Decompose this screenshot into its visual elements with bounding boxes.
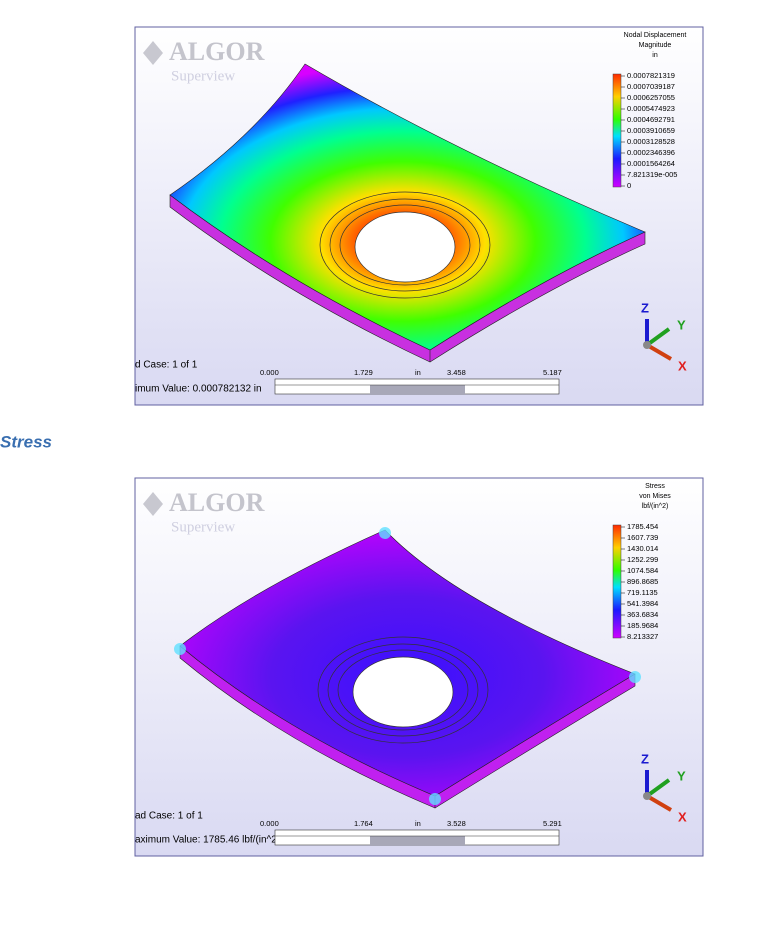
axis-label: Y (677, 317, 686, 332)
logo-name: ALGOR (169, 37, 265, 66)
legend-title: lbf/(in^2) (642, 503, 669, 510)
legend-label: 185.9684 (627, 621, 658, 630)
scale-label: 1.764 (354, 819, 373, 828)
legend-label: 1430.014 (627, 544, 658, 553)
legend-title: von Mises (639, 493, 671, 500)
legend-label: 0.0007039187 (627, 82, 675, 91)
max-value: aximum Value: 1785.46 lbf/(in^2) (135, 835, 280, 846)
legend-label: 0.0003128528 (627, 137, 675, 146)
scale-label: 0.000 (260, 819, 279, 828)
legend-label: 0.0002346396 (627, 148, 675, 157)
stress-hotspot (629, 671, 641, 683)
hole (352, 656, 454, 728)
axis-label: Z (641, 300, 649, 315)
legend-label: 896.8685 (627, 577, 658, 586)
legend-title: Stress (645, 483, 665, 490)
axis-label: X (678, 809, 687, 824)
ring-edge (319, 191, 491, 299)
result-image: ALGOR Superview Nodal Displacement Magnitud… (134, 26, 704, 406)
legend-label: 0.0005474923 (627, 104, 675, 113)
ring-edge (339, 204, 471, 286)
max-value: imum Value: 0.000782132 in (135, 384, 262, 395)
legend-label: 0.0006257055 (627, 93, 675, 102)
stress-hotspot (429, 793, 441, 805)
section-heading: Stress (0, 432, 52, 451)
axis-y (645, 778, 671, 798)
axis-origin (643, 341, 651, 349)
logo-icon (143, 41, 163, 65)
scale-label: 3.528 (447, 819, 466, 828)
logo-product: Superview (171, 519, 235, 535)
legend-label: 0.0003910659 (627, 126, 675, 135)
legend-colorbar (612, 73, 622, 188)
logo-icon (143, 492, 163, 516)
result-image: ALGOR Superview Stress von Mises lbf/(in^2) 1… (134, 477, 704, 857)
scale-bar-segment (370, 385, 465, 394)
logo-product: Superview (171, 68, 235, 84)
legend-label: 8.213327 (627, 632, 658, 641)
ring-edge (337, 649, 469, 731)
axis-label: X (678, 358, 687, 373)
scale-label: 5.187 (543, 368, 562, 377)
legend-label: 541.3984 (627, 599, 658, 608)
stress-hotspot (379, 527, 391, 539)
legend-label: 0.0004692791 (627, 115, 675, 124)
legend-label: 1785.454 (627, 522, 658, 531)
logo-name: ALGOR (169, 488, 265, 517)
legend-title: Nodal Displacement (624, 32, 687, 39)
plate-top (169, 63, 646, 351)
legend-label: 0 (627, 181, 631, 190)
load-case: ad Case: 1 of 1 (135, 811, 203, 822)
legend-label: 719.1135 (627, 588, 658, 597)
scale-label: in (415, 368, 421, 377)
legend-label: 0.0007821319 (627, 71, 675, 80)
axis-y (645, 327, 671, 347)
axis-x (645, 794, 673, 812)
legend-colorbar (612, 524, 622, 639)
legend-label: 1607.739 (627, 533, 658, 542)
scale-label: 0.000 (260, 368, 279, 377)
axis-label: Z (641, 751, 649, 766)
scale-label: 1.729 (354, 368, 373, 377)
legend-title: in (652, 52, 658, 59)
ring-edge (329, 198, 481, 292)
axis-origin (643, 792, 651, 800)
hole (354, 211, 456, 283)
legend-label: 363.6834 (627, 610, 658, 619)
legend-label: 0.0001564264 (627, 159, 675, 168)
axis-x (645, 343, 673, 361)
scale-label: 5.291 (543, 819, 562, 828)
scale-label: 3.458 (447, 368, 466, 377)
scale-bar-segment (370, 836, 465, 845)
axis-label: Y (677, 768, 686, 783)
legend-title: Magnitude (639, 42, 672, 49)
ring-edge (317, 636, 489, 744)
ring-edge (327, 643, 479, 737)
stress-hotspot (174, 643, 186, 655)
legend-label: 1252.299 (627, 555, 658, 564)
scale-label: in (415, 819, 421, 828)
legend-label: 7.821319e-005 (627, 170, 677, 179)
legend-label: 1074.584 (627, 566, 658, 575)
load-case: d Case: 1 of 1 (135, 360, 198, 371)
